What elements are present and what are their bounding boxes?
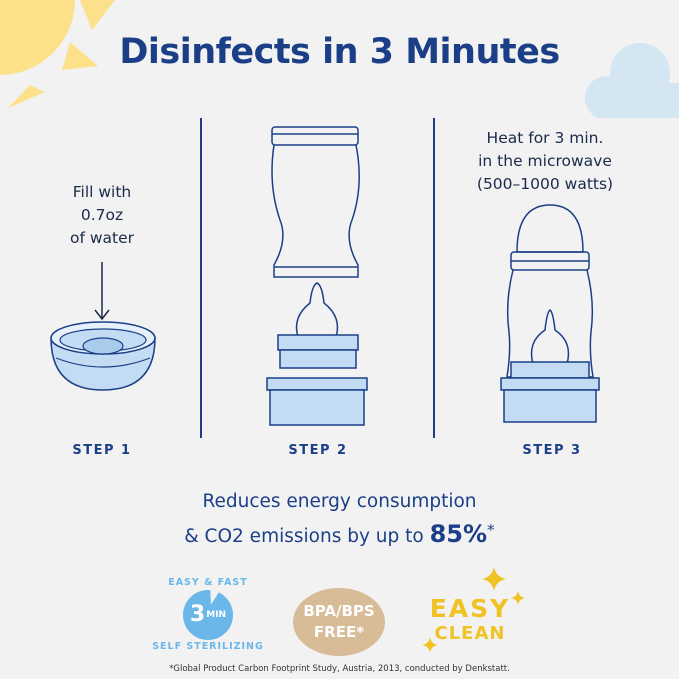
energy-claim: Reduces energy consumption & CO2 emissio… bbox=[0, 488, 679, 551]
energy-line: & CO2 emissions by up to 85%* bbox=[0, 516, 679, 551]
energy-line: Reduces energy consumption bbox=[202, 491, 477, 512]
step3-instruction: Heat for 3 min. in the microwave (500–10… bbox=[470, 127, 620, 196]
badge-line: CLEAN bbox=[434, 623, 506, 644]
footnote-mark: * bbox=[487, 521, 495, 539]
step-label: STEP 1 bbox=[72, 443, 132, 458]
step1-instruction: Fill with 0.7oz of water bbox=[42, 181, 162, 250]
sparkle-icon bbox=[422, 567, 525, 653]
instruction-line: 0.7oz bbox=[80, 206, 124, 224]
instruction-line: of water bbox=[69, 229, 135, 247]
badge-top-text: EASY & FAST bbox=[168, 577, 248, 588]
bottle-parts-illustration bbox=[266, 126, 368, 426]
sun-icon bbox=[0, 0, 115, 108]
timer-disc: 3 MIN bbox=[183, 587, 233, 640]
badge-line: FREE* bbox=[313, 623, 365, 641]
instruction-line: (500–1000 watts) bbox=[476, 175, 614, 193]
bowl-illustration bbox=[50, 321, 156, 391]
step-label: STEP 3 bbox=[522, 443, 582, 458]
page-title: Disinfects in 3 Minutes bbox=[119, 32, 560, 72]
energy-text: & CO2 emissions by up to bbox=[184, 526, 430, 548]
arrow-down-icon bbox=[94, 262, 110, 321]
energy-percent: 85% bbox=[429, 520, 488, 549]
divider bbox=[200, 118, 202, 438]
divider bbox=[433, 118, 435, 438]
bpa-free-badge: BPA/BPS FREE* bbox=[293, 588, 385, 656]
instruction-line: Heat for 3 min. bbox=[486, 129, 604, 147]
instruction-line: in the microwave bbox=[478, 152, 612, 170]
badge-bottom-text: SELF STERILIZING bbox=[152, 641, 264, 652]
badge-unit: MIN bbox=[206, 610, 227, 620]
badge-number: 3 bbox=[189, 602, 206, 627]
self-sterilizing-badge: EASY & FAST 3 MIN SELF STERILIZING bbox=[148, 577, 268, 653]
cloud-icon bbox=[585, 43, 679, 118]
footnote: *Global Product Carbon Footprint Study, … bbox=[169, 664, 510, 674]
instruction-line: Fill with bbox=[72, 183, 132, 201]
assembled-sterilizer-illustration bbox=[500, 204, 600, 423]
step-label: STEP 2 bbox=[288, 443, 348, 458]
badge-line: EASY bbox=[429, 594, 511, 623]
easy-clean-badge: EASY CLEAN bbox=[420, 595, 520, 645]
badge-line: BPA/BPS bbox=[303, 602, 375, 620]
